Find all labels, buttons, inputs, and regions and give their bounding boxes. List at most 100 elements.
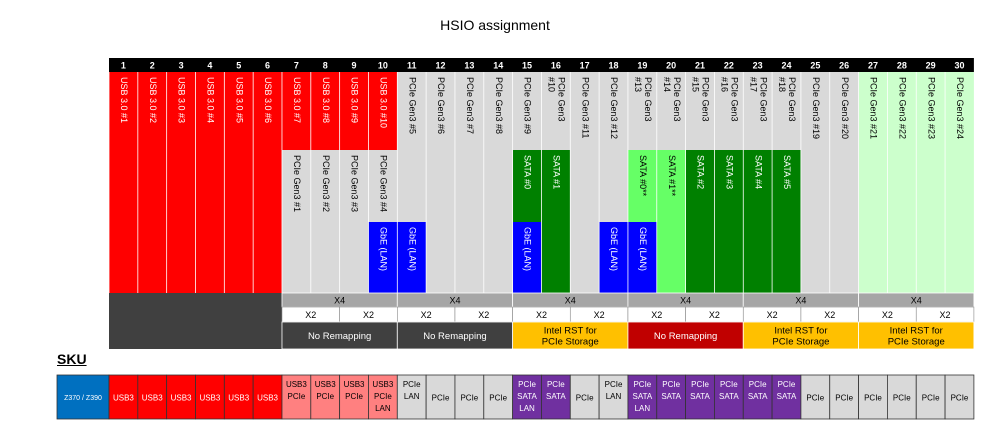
lane-label: SATA #3	[724, 155, 734, 189]
sku-cell-label: PCIe	[778, 380, 796, 389]
lane-segment-gray	[512, 72, 542, 150]
sku-cell-label: SATA	[777, 392, 797, 401]
lane-label: USB 3.0 #1	[119, 77, 129, 123]
sku-cell	[281, 374, 312, 420]
lane-number: 21	[695, 61, 705, 71]
x2-label: X2	[478, 310, 489, 320]
remap-label: No Remapping	[308, 331, 371, 342]
lane-segment-red	[281, 72, 311, 150]
lane-segment-mint	[887, 72, 917, 293]
sku-cell	[887, 374, 917, 420]
x4-label: X4	[565, 296, 576, 306]
lane-label: #13	[633, 77, 643, 92]
sku-cell-label: LAN	[606, 392, 622, 401]
lane-segment-red	[368, 72, 398, 150]
x4-label: X4	[449, 296, 460, 306]
lane-segment-gray	[656, 72, 686, 150]
remap-label: Intel RST for	[890, 326, 943, 337]
sku-cell	[569, 374, 600, 420]
lane-label: PCIe Gen3 #22	[897, 77, 907, 139]
sku-cell-label: LAN	[635, 404, 651, 413]
lane-label: GbE (LAN)	[407, 227, 417, 271]
sku-cell-label: USB3	[228, 394, 249, 403]
sku-cell-label: USB3	[199, 394, 220, 403]
lane-segment-gray	[397, 72, 427, 222]
lane-label: USB 3.0 #2	[148, 77, 158, 123]
lane-label: PCIe Gen3 #3	[350, 155, 360, 212]
sku-cell-label: PCIe	[374, 392, 392, 401]
x2-label: X2	[594, 310, 605, 320]
lane-label: PCIe Gen3 #6	[436, 77, 446, 134]
lane-label: USB 3.0 #7	[292, 77, 302, 123]
lane-segment-gray	[483, 72, 513, 293]
sku-cell-label: PCIe	[893, 394, 911, 403]
sku-cell	[310, 374, 341, 420]
x4-label: X4	[680, 296, 691, 306]
x4-label: X4	[911, 296, 922, 306]
lane-segment-gray	[685, 72, 715, 150]
lane-label: PCIe Gen3	[643, 77, 653, 122]
lane-label: PCIe Gen3 #7	[465, 77, 475, 134]
lane-label: PCIe Gen3 #11	[580, 77, 590, 138]
sku-cell	[425, 374, 456, 420]
sku-cell-label: PCIe	[547, 380, 565, 389]
sku-cell	[368, 374, 398, 420]
remap-label: No Remapping	[423, 331, 486, 342]
page-title: HSIO assignment	[440, 17, 550, 33]
sku-cell	[108, 374, 139, 420]
x2-label: X2	[882, 310, 893, 320]
remap-cell	[627, 321, 744, 350]
x2-label: X2	[536, 310, 547, 320]
remap-label: PCIe Storage	[542, 337, 599, 348]
lane-segment-blue	[397, 222, 427, 293]
sku-cell-label: PCIe	[605, 380, 623, 389]
x2-label: X2	[709, 310, 720, 320]
sku-cell	[483, 374, 514, 420]
sku-cell-label: PCIe	[576, 394, 594, 403]
lane-segment-ltgreen	[656, 150, 686, 293]
lane-label: PCIe Gen3 #8	[494, 77, 504, 134]
sku-cell-label: SATA	[661, 392, 681, 401]
remap-cell	[858, 321, 975, 350]
sku-cell	[858, 374, 888, 420]
sku-cell-label: USB3	[113, 394, 134, 403]
lane-segment-gray	[426, 72, 455, 293]
lane-label: #15	[691, 77, 701, 92]
lane-label: PCIe Gen3 #5	[407, 77, 417, 134]
lane-number: 19	[637, 61, 647, 71]
sku-cell	[137, 374, 168, 420]
lane-label: PCIe Gen3 #9	[523, 77, 533, 134]
x4-label: X4	[334, 296, 345, 306]
lane-number: 5	[236, 61, 241, 71]
lane-number: 27	[868, 61, 878, 71]
sku-cell-label: SATA	[690, 392, 710, 401]
lane-segment-blue	[627, 222, 657, 293]
lane-label: PCIe Gen3 #12	[609, 77, 619, 139]
lane-number: 20	[666, 61, 676, 71]
lane-label: GbE (LAN)	[379, 227, 389, 271]
lane-number: 29	[926, 61, 936, 71]
lane-segment-gray	[281, 150, 311, 293]
remap-label: PCIe Storage	[888, 337, 945, 348]
lane-number: 1	[121, 61, 126, 71]
lane-number: 8	[323, 61, 328, 71]
x2-label: X2	[767, 310, 778, 320]
lane-label: PCIe Gen3 #19	[811, 77, 821, 139]
lane-segment-red	[339, 72, 369, 150]
lane-number: 17	[580, 61, 590, 71]
lane-label: #10	[546, 77, 556, 92]
sku-cell-label: PCIe	[720, 380, 738, 389]
x2-label: X2	[824, 310, 835, 320]
sku-cell-label: PCIe	[460, 394, 478, 403]
lane-segment-red	[224, 72, 254, 293]
lane-number: 14	[493, 61, 503, 71]
sku-cell-label: PCIe	[287, 392, 305, 401]
lane-number: 30	[954, 61, 964, 71]
sku-cell-label: LAN	[519, 404, 535, 413]
sku-cell	[166, 374, 196, 420]
lane-segment-mint	[945, 72, 974, 293]
sku-cell	[714, 374, 744, 420]
sku-cell	[944, 374, 975, 420]
lane-segment-gray	[829, 72, 859, 293]
lane-number: 10	[378, 61, 388, 71]
